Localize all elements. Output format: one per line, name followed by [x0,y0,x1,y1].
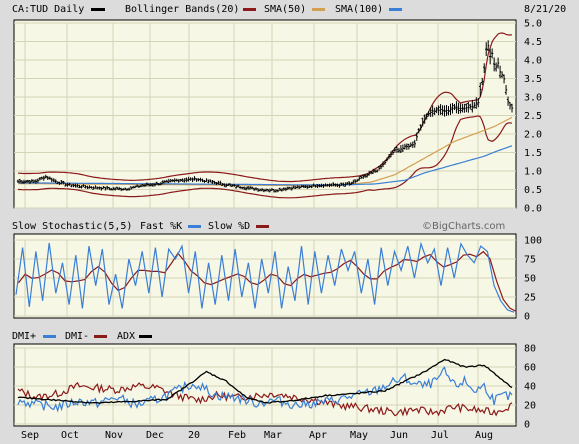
stochastic-y-tick-label: 25 [524,293,536,304]
price-y-tick-label: 1.0 [524,167,542,178]
sma100-line [17,145,513,186]
dmi-y-tick-label: 40 [524,382,536,393]
stochastic-y-tick-label: 0 [524,312,530,323]
legend-bollinger-swatch [243,8,256,11]
x-tick-label: Apr [309,430,327,441]
dmi-y-tick-label: 20 [524,401,536,412]
legend-slowd-label: Slow %D [208,221,250,232]
legend-bollinger-label: Bollinger Bands(20) [125,4,239,15]
dmi-y-tick-label: 80 [524,344,536,355]
x-tick-label: Oct [61,430,79,441]
legend-adx-label: ADX [117,331,135,342]
stochastic-y-tick-label: 75 [524,255,536,266]
x-axis-labels: Sep Oct Nov Dec 20 Feb Mar Apr May Jun Jul Aug [21,430,493,441]
legend-sma50-label: SMA(50) [264,4,306,15]
price-y-tick-label: 0.5 [524,185,542,196]
dmi-y-tick-label: 60 [524,363,536,374]
x-tick-label: Sep [21,430,39,441]
legend-fastk-label: Fast %K [140,221,182,232]
legend-sma100-swatch [389,8,402,11]
dmi-minus-line [17,381,513,417]
date-label: 8/21/20 [524,4,566,15]
legend-slowd-swatch [256,225,269,228]
x-tick-label: Nov [105,430,123,441]
bollinger-lower-line [18,115,513,199]
stochastic-marks [15,241,517,313]
dmi-y-tick-label: 0 [524,420,530,431]
price-y-tick-label: 3.5 [524,74,542,85]
price-y-tick-label: 1.5 [524,148,542,159]
sma50-line [18,116,513,187]
x-tick-label: May [350,430,368,441]
legend-sma100-label: SMA(100) [335,4,383,15]
price-legend-swatch [91,8,105,11]
x-tick-label: Feb [228,430,246,441]
price-y-tick-label: 4.5 [524,37,542,48]
price-y-tick-label: 2.0 [524,130,542,141]
price-y-tick-label: 4.0 [524,56,542,67]
adx-line [17,358,513,404]
bollinger-upper-line [18,32,513,183]
legend-adx-swatch [139,335,152,338]
price-y-ticks: 0.0 0.5 1.0 1.5 2.0 2.5 3.0 3.5 4.0 4.5 5.0 [524,19,542,215]
price-y-tick-label: 0.0 [524,204,542,215]
x-tick-label: Aug [475,430,493,441]
x-tick-label: Jul [431,430,449,441]
fast-k-line [15,241,515,313]
legend-sma50-swatch [312,8,325,11]
slow-d-line [18,250,517,313]
bigcharts-watermark: ©BigCharts.com [422,221,505,232]
stochastic-title: Slow Stochastic(5,5) [12,221,132,232]
stochastic-y-tick-label: 100 [524,236,542,247]
dmi-y-ticks: 0 20 40 60 80 [524,344,536,431]
legend-fastk-swatch [188,225,201,228]
price-y-tick-label: 3.0 [524,93,542,104]
x-tick-label: Mar [264,430,282,441]
legend-dmiminus-label: DMI- [65,331,89,342]
ticker-label: CA:TUD Daily [12,4,84,15]
legend-dmiminus-swatch [94,335,107,338]
dmi-marks [17,358,513,417]
price-marks [16,32,514,199]
x-tick-label: Dec [146,430,164,441]
price-y-tick-label: 5.0 [524,19,542,30]
dmi-panel [13,343,517,427]
price-y-tick-label: 2.5 [524,111,542,122]
legend-dmiplus-swatch [43,335,56,338]
x-tick-label: 20 [188,430,200,441]
stochastic-y-tick-label: 50 [524,274,536,285]
stochastic-y-ticks: 0 25 50 75 100 [524,236,542,323]
x-tick-label: Jun [390,430,408,441]
legend-dmiplus-label: DMI+ [12,331,36,342]
